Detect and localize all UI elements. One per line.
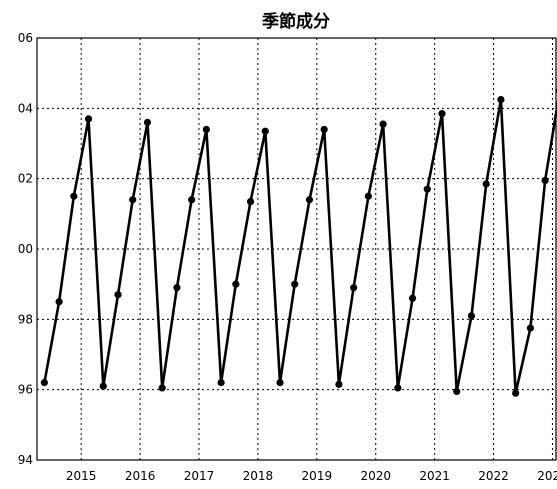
- data-point: [232, 280, 240, 288]
- data-point: [541, 176, 549, 185]
- data-point: [408, 294, 417, 302]
- plot-frame: [36, 37, 557, 461]
- data-point: [467, 312, 476, 320]
- x-tick-label: 2022: [478, 469, 509, 483]
- data-point: [394, 384, 402, 392]
- data-point: [99, 382, 107, 390]
- data-point: [350, 284, 358, 292]
- data-point: [438, 110, 446, 118]
- x-tick-label: 2023: [537, 469, 557, 483]
- data-point: [114, 291, 122, 299]
- x-tick-label: 2016: [125, 469, 156, 483]
- series-line: [43, 98, 557, 395]
- grid-lines: [37, 38, 556, 460]
- data-point: [291, 280, 299, 288]
- chart-title: 季節成分: [262, 11, 330, 32]
- data-point: [526, 324, 534, 332]
- data-point: [335, 380, 343, 388]
- data-point: [246, 197, 255, 206]
- y-tick-label: 98: [18, 312, 33, 326]
- y-tick-label: 00: [18, 242, 33, 256]
- data-point: [55, 298, 63, 306]
- data-point: [512, 389, 520, 397]
- y-tick-label: 02: [18, 172, 33, 186]
- y-tick-label: 06: [18, 31, 33, 45]
- data-point: [497, 95, 505, 104]
- data-point: [276, 379, 284, 387]
- x-tick-label: 2018: [243, 469, 274, 483]
- data-point: [70, 192, 78, 200]
- y-tick-label: 04: [18, 101, 33, 115]
- data-point: [173, 284, 181, 292]
- data-point: [188, 196, 196, 204]
- data-point: [84, 115, 93, 123]
- data-point: [453, 387, 461, 396]
- data-point: [305, 196, 314, 204]
- y-tick-label: 94: [18, 453, 33, 467]
- x-tick-label: 2021: [419, 469, 450, 483]
- x-tick-label: 2017: [184, 469, 215, 483]
- data-point: [40, 379, 48, 387]
- data-point: [158, 384, 166, 392]
- data-point: [261, 127, 269, 135]
- data-point: [364, 192, 372, 200]
- data-point: [217, 379, 225, 387]
- data-point: [482, 180, 490, 188]
- data-point: [320, 125, 328, 134]
- data-point: [129, 196, 137, 204]
- x-tick-label: 2019: [302, 469, 333, 483]
- data-point: [423, 185, 431, 193]
- x-tick-label: 2015: [66, 469, 97, 483]
- data-point: [143, 118, 152, 126]
- x-tick-label: 2020: [360, 469, 391, 483]
- tick-labels: 94 96 98 00 02 04 06 2015 2016 2017 2018 2019 2020 20…: [18, 31, 557, 483]
- data-point: [202, 125, 210, 134]
- series-layer: [40, 88, 557, 397]
- data-point: [379, 120, 387, 128]
- y-tick-label: 96: [18, 383, 33, 397]
